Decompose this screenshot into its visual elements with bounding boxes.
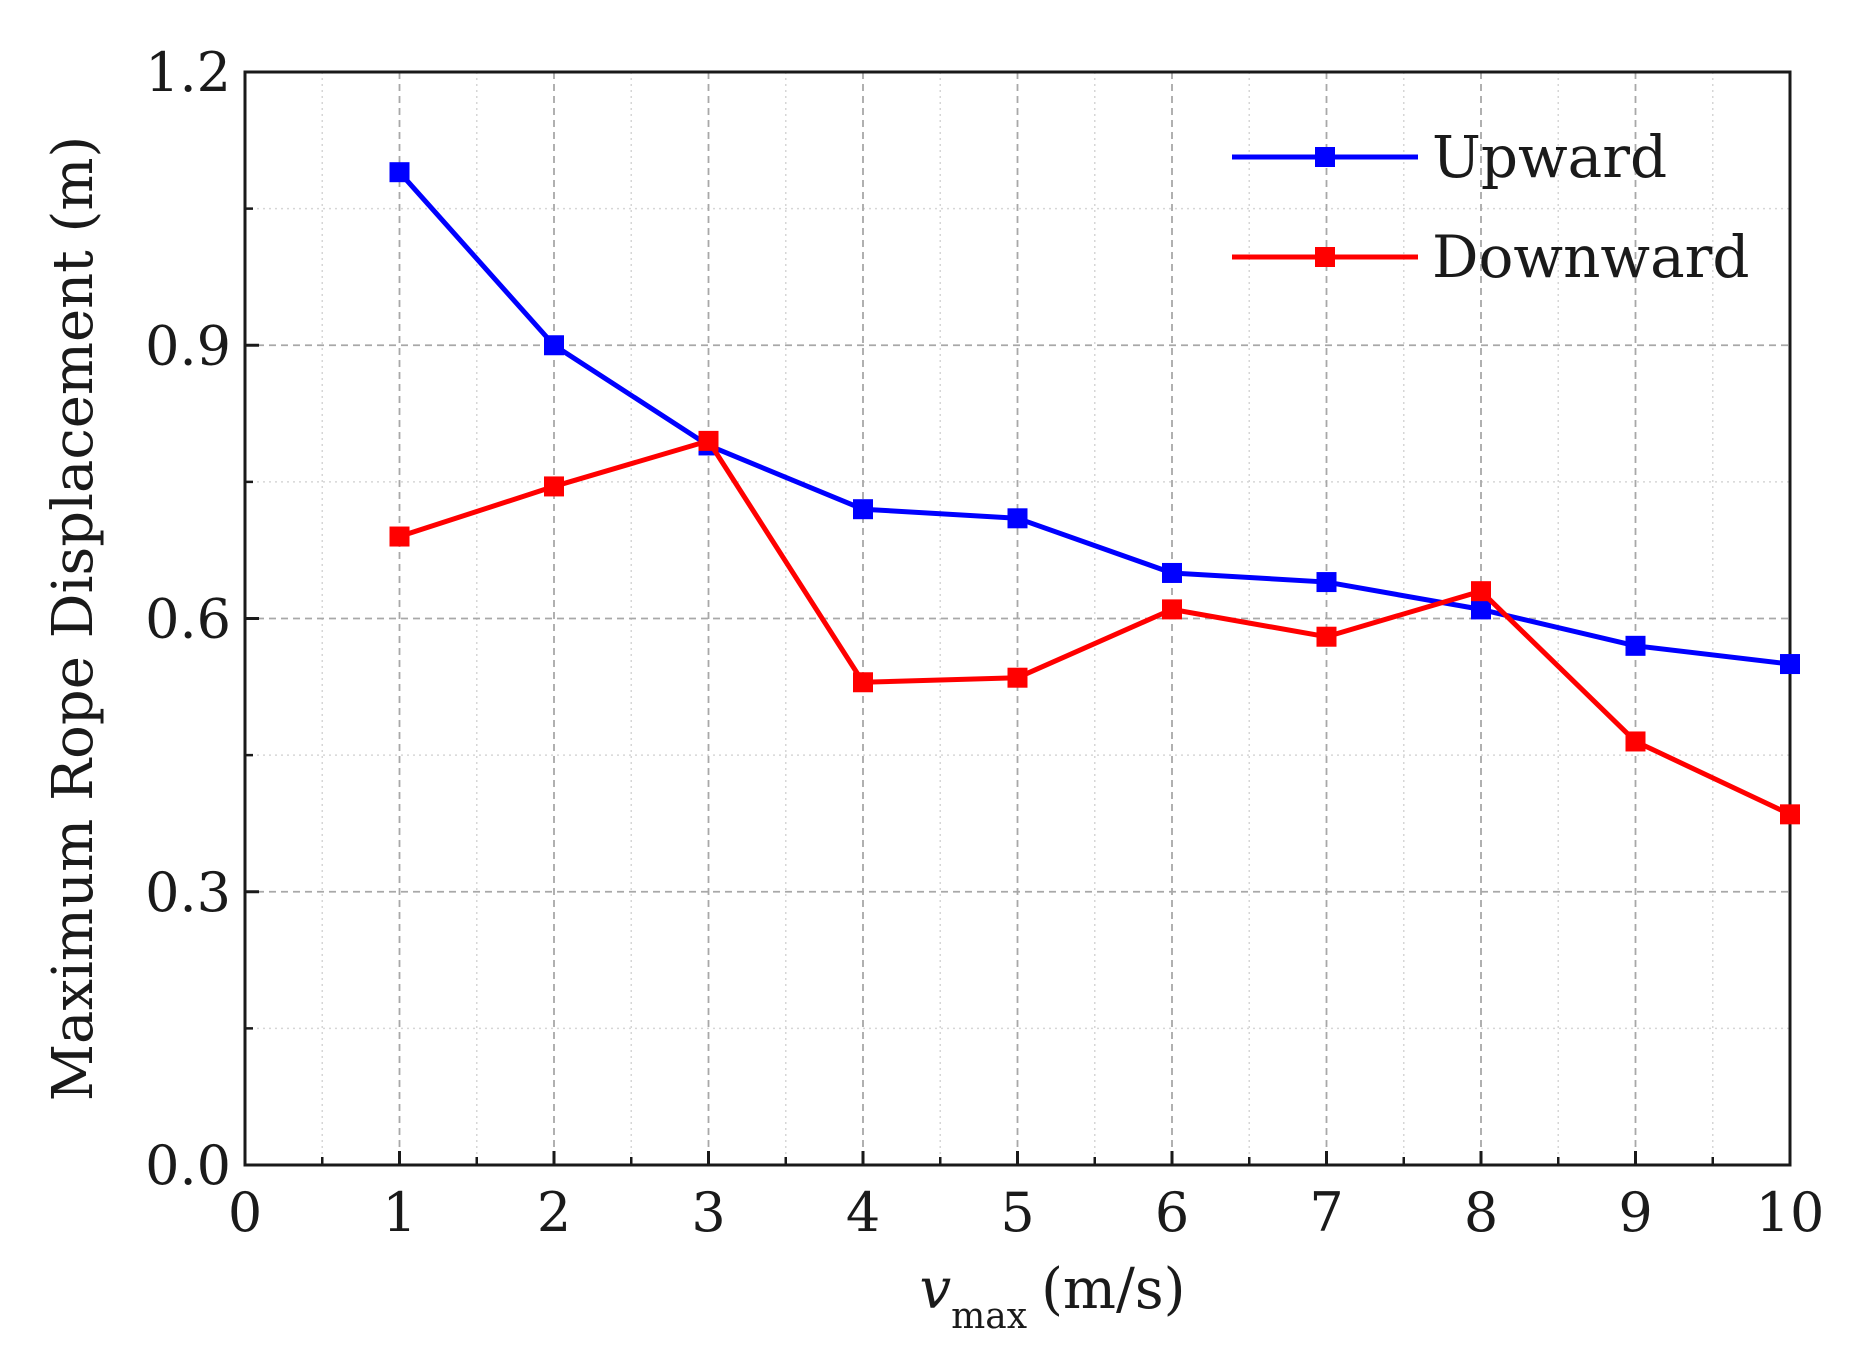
legend-marker-upward: [1315, 147, 1335, 167]
x-tick-label: 9: [1618, 1181, 1652, 1244]
legend-label-downward: Downward: [1432, 223, 1750, 291]
data-point-upward: [1007, 508, 1028, 529]
x-tick-label: 7: [1309, 1181, 1343, 1244]
series-line-downward: [398, 438, 1792, 817]
x-axis-title-variable: v: [920, 1257, 952, 1322]
legend: Upward Downward: [1232, 123, 1750, 291]
y-tick-label: 0.6: [145, 588, 231, 651]
x-tick-label: 2: [537, 1181, 571, 1244]
x-tick-label: 6: [1155, 1181, 1189, 1244]
legend-marker-downward: [1315, 247, 1335, 267]
x-tick-label: 8: [1464, 1181, 1498, 1244]
data-point-downward: [1007, 667, 1028, 688]
data-point-upward: [389, 162, 410, 183]
x-tick-label: 4: [846, 1181, 880, 1244]
y-tick-label: 0.0: [145, 1134, 231, 1197]
grid-layer: [245, 72, 1790, 1165]
data-point-downward: [1316, 626, 1337, 647]
y-axis-title: Maximum Rope Displacement (m): [41, 136, 106, 1102]
data-point-upward: [544, 335, 564, 356]
x-tick-label: 3: [691, 1181, 725, 1244]
x-axis-title-subscript: max: [951, 1296, 1027, 1337]
x-tick-label: 1: [382, 1181, 416, 1244]
data-point-downward: [544, 476, 564, 497]
data-point-upward: [1471, 599, 1491, 620]
data-point-downward: [389, 526, 410, 547]
x-axis-title: vmax (m/s): [920, 1257, 1186, 1337]
data-point-upward: [1162, 562, 1182, 583]
data-point-upward: [1316, 572, 1337, 593]
data-point-downward: [698, 430, 719, 451]
axis-labels: 0 1 2 3 4 5 6 7 8 9 10 0.0 0.3 0.6 0.9 1.2 Maximum Rope …: [41, 41, 1824, 1337]
y-tick-label: 1.2: [145, 41, 231, 104]
data-point-downward: [853, 672, 873, 693]
data-point-upward: [1780, 654, 1800, 675]
x-axis-title-unit: (m/s): [1041, 1257, 1185, 1322]
data-point-downward: [1162, 599, 1182, 620]
axes-layer: [243, 70, 1792, 1167]
data-point-downward: [1780, 804, 1800, 825]
legend-label-upward: Upward: [1432, 123, 1667, 191]
y-tick-label: 0.3: [145, 861, 231, 924]
x-tick-label: 10: [1756, 1181, 1825, 1244]
series-layer: [389, 162, 1800, 825]
data-point-upward: [853, 499, 873, 520]
y-tick-label: 0.9: [145, 314, 231, 377]
data-point-downward: [1471, 581, 1491, 602]
series-line-upward: [397, 170, 1791, 667]
data-point-downward: [1625, 731, 1646, 752]
x-tick-label: 0: [228, 1181, 262, 1244]
x-tick-label: 5: [1000, 1181, 1034, 1244]
data-point-upward: [1625, 635, 1646, 656]
